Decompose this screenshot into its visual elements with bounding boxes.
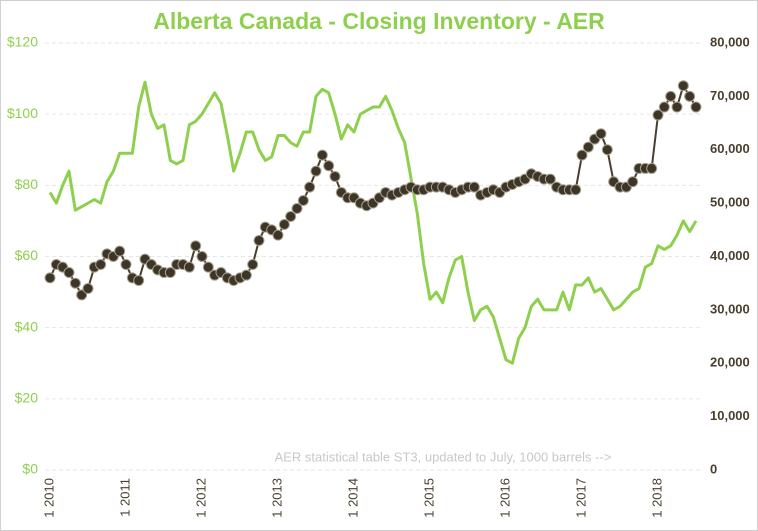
y2-tick-label: 40,000 [710,248,750,263]
marker [240,269,252,281]
x-tick-label: 1 2012 [193,478,208,518]
chart-title: Alberta Canada - Closing Inventory - AER [153,8,605,34]
marker [164,267,176,279]
marker [582,141,594,153]
marker [278,218,290,230]
marker [297,194,309,206]
marker [63,267,75,279]
marker [285,210,297,222]
x-tick-label: 1 2018 [649,478,664,518]
marker [95,259,107,271]
marker [69,277,81,289]
marker [82,283,94,295]
marker [329,170,341,182]
marker [316,149,328,161]
y2-tick-label: 0 [710,461,717,476]
y2-tick-label: 60,000 [710,141,750,156]
y-tick-label: $100 [7,105,38,121]
x-tick-label: 1 2015 [421,478,436,518]
x-tick-label: 1 2014 [345,478,360,518]
marker [601,144,613,156]
y-tick-label: $40 [15,318,39,334]
marker [272,229,284,241]
marker [671,101,683,113]
y2-tick-label: 10,000 [710,408,750,423]
marker [114,245,126,257]
y-tick-label: $0 [22,461,38,477]
x-tick-label: 1 2010 [41,478,56,518]
x-tick-label: 1 2013 [269,478,284,518]
marker [570,184,582,196]
series-line [48,80,698,365]
marker [291,202,303,214]
marker [646,162,658,174]
x-tick-label: 1 2017 [573,478,588,518]
marker [544,173,556,185]
marker [468,181,480,193]
marker [253,234,265,246]
annotation: AER statistical table ST3, updated to Ju… [275,449,612,464]
marker [677,80,689,92]
marker [576,149,588,161]
marker [133,275,145,287]
marker [690,101,702,113]
marker [627,176,639,188]
y-tick-label: $20 [15,390,39,406]
marker [120,259,132,271]
marker [684,90,696,102]
y2-tick-label: 50,000 [710,195,750,210]
y-tick-label: $120 [7,34,38,50]
marker [310,165,322,177]
marker [595,128,607,140]
y2-tick-label: 70,000 [710,88,750,103]
y-tick-label: $60 [15,247,39,263]
marker [202,261,214,273]
marker [323,160,335,172]
marker [183,261,195,273]
marker [190,240,202,252]
x-tick-label: 1 2011 [117,478,132,517]
y2-tick-label: 30,000 [710,301,750,316]
x-tick-label: 1 2016 [497,478,512,518]
marker [44,272,56,284]
marker [658,101,670,113]
marker [652,109,664,121]
y2-tick-label: 80,000 [710,34,750,49]
marker [196,251,208,262]
y2-tick-label: 20,000 [710,355,750,370]
marker [304,181,316,193]
marker [247,259,259,271]
marker [665,90,677,102]
y-tick-label: $80 [15,176,39,192]
